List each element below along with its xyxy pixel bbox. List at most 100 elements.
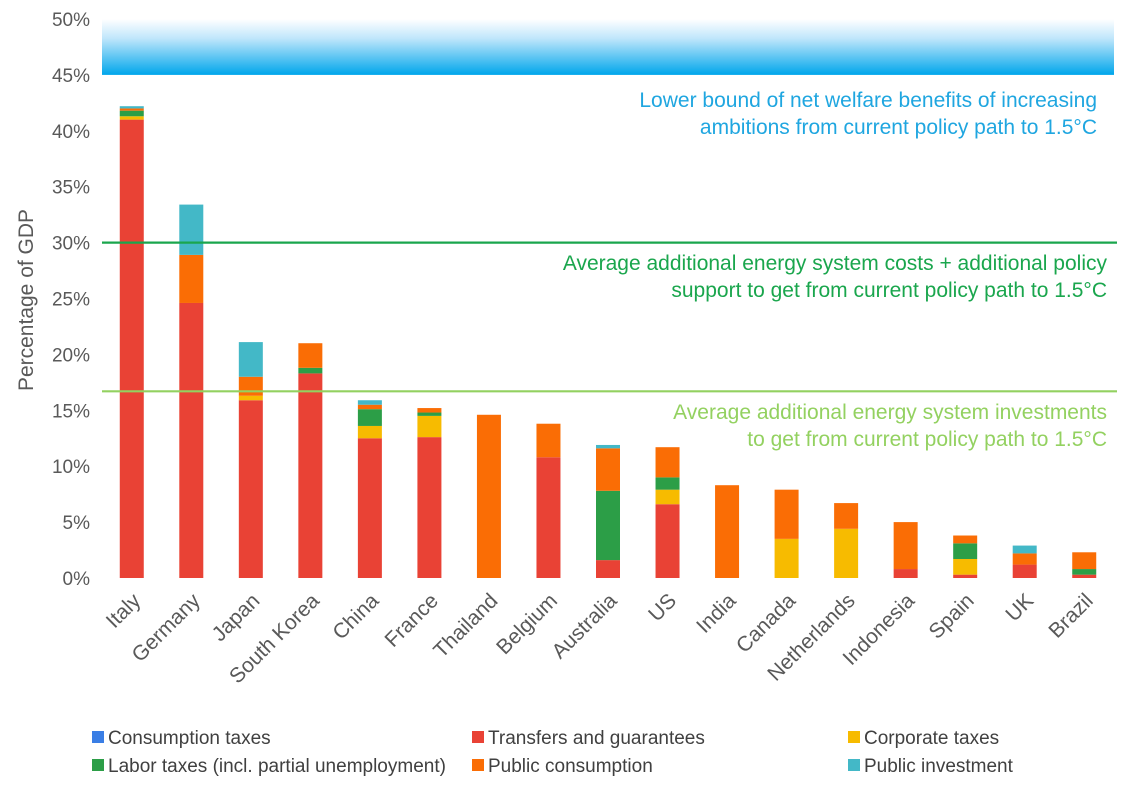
- x-category-label: Spain: [924, 589, 978, 643]
- y-tick-label: 20%: [52, 345, 90, 366]
- bar-segment: [417, 415, 442, 438]
- bars: [119, 106, 1097, 579]
- legend-swatch: [92, 731, 104, 743]
- bar-segment: [834, 503, 859, 529]
- bar-segment: [119, 110, 144, 117]
- bar-segment: [655, 447, 680, 478]
- legend-label: Public consumption: [488, 756, 653, 777]
- bar-segment: [119, 108, 144, 111]
- bar-segment: [1012, 545, 1037, 554]
- y-tick-label: 50%: [52, 10, 90, 31]
- investments-annotation-line1: Average additional energy system investm…: [673, 401, 1107, 424]
- bar-segment: [596, 444, 620, 449]
- bar-segment: [238, 400, 263, 578]
- bar-segment: [953, 543, 978, 559]
- band-annotation-line1: Lower bound of net welfare benefits of i…: [639, 89, 1097, 112]
- bar-segment: [298, 367, 323, 374]
- y-tick-label: 10%: [52, 457, 90, 478]
- y-tick-label: 45%: [52, 66, 90, 87]
- bar-segment: [953, 535, 978, 544]
- x-category-label: India: [692, 589, 741, 638]
- bar-segment: [1012, 564, 1037, 578]
- y-tick-label: 5%: [63, 513, 91, 534]
- bar-segment: [893, 522, 918, 570]
- legend-swatch: [472, 731, 484, 743]
- bar-segment: [298, 343, 323, 368]
- bar-segment: [119, 106, 144, 109]
- bar-segment: [1072, 574, 1097, 578]
- costs-annotation-line2: support to get from current policy path …: [671, 279, 1107, 302]
- bar-segment: [715, 485, 740, 578]
- costs-annotation-line1: Average additional energy system costs +…: [563, 252, 1108, 275]
- bar-segment: [119, 119, 144, 579]
- x-category-label: Brazil: [1044, 589, 1097, 642]
- legend-swatch: [92, 759, 104, 771]
- bar-segment: [655, 504, 680, 578]
- bar-segment: [536, 423, 561, 458]
- legend: Consumption taxes Transfers and guarantee…: [92, 728, 1014, 777]
- bar-segment: [357, 400, 382, 405]
- y-tick-label: 25%: [52, 290, 90, 311]
- legend-label: Consumption taxes: [108, 728, 271, 749]
- legend-label: Transfers and guarantees: [488, 728, 705, 749]
- bar-segment: [238, 342, 263, 377]
- bar-segment: [357, 404, 382, 410]
- x-category-label: UK: [1001, 589, 1038, 626]
- legend-swatch: [848, 731, 860, 743]
- bar-segment: [1012, 553, 1037, 565]
- investments-annotation-line2: to get from current policy path to 1.5°C: [747, 428, 1107, 451]
- annotations: Lower bound of net welfare benefits of i…: [563, 89, 1108, 451]
- bar-segment: [1072, 552, 1097, 570]
- bar-segment: [953, 574, 978, 578]
- bar-segment: [417, 412, 442, 416]
- legend-label: Public investment: [864, 756, 1014, 777]
- y-tick-label: 40%: [52, 122, 90, 143]
- y-axis-label: Percentage of GDP: [15, 209, 38, 391]
- bar-segment: [655, 477, 680, 490]
- bar-segment: [596, 448, 620, 491]
- band-annotation-line2: ambitions from current policy path to 1.…: [700, 116, 1097, 139]
- x-category-label: Australia: [547, 589, 621, 663]
- legend-label: Corporate taxes: [864, 728, 999, 749]
- bar-segment: [1072, 569, 1097, 575]
- bar-segment: [238, 395, 263, 401]
- x-category-label: US: [644, 589, 681, 626]
- y-tick-label: 0%: [63, 569, 91, 590]
- threshold-lines: [102, 241, 1117, 393]
- bar-segment: [179, 254, 204, 303]
- y-axis-ticks: 0% 5% 10% 15% 20% 25% 30% 35% 40% 45% 50%: [52, 10, 90, 590]
- bar-segment: [298, 373, 323, 578]
- y-tick-label: 15%: [52, 401, 90, 422]
- x-category-label: China: [328, 589, 383, 644]
- bar-segment: [596, 560, 620, 578]
- bar-segment: [596, 490, 620, 561]
- bar-segment: [357, 409, 382, 426]
- bar-segment: [834, 528, 859, 578]
- bar-segment: [774, 538, 799, 578]
- bar-segment: [179, 302, 204, 578]
- bar-segment: [357, 425, 382, 439]
- legend-swatch: [848, 759, 860, 771]
- bar-segment: [417, 437, 442, 578]
- bar-segment: [417, 408, 442, 413]
- legend-label: Labor taxes (incl. partial unemployment): [108, 756, 446, 777]
- y-tick-label: 35%: [52, 178, 90, 199]
- bar-segment: [774, 489, 799, 539]
- bar-segment: [536, 457, 561, 578]
- x-category-label: Japan: [208, 589, 265, 646]
- legend-swatch: [472, 759, 484, 771]
- bar-segment: [238, 376, 263, 396]
- bar-segment: [655, 489, 680, 505]
- bar-segment: [357, 438, 382, 578]
- y-tick-label: 30%: [52, 234, 90, 255]
- x-category-label: Thailand: [429, 589, 502, 662]
- bar-segment: [893, 569, 918, 578]
- bar-segment: [179, 204, 204, 255]
- bar-segment: [953, 558, 978, 575]
- welfare-band: [102, 19, 1114, 75]
- x-category-label: Italy: [102, 589, 146, 633]
- bar-segment: [476, 414, 501, 578]
- bar-segment: [119, 116, 144, 120]
